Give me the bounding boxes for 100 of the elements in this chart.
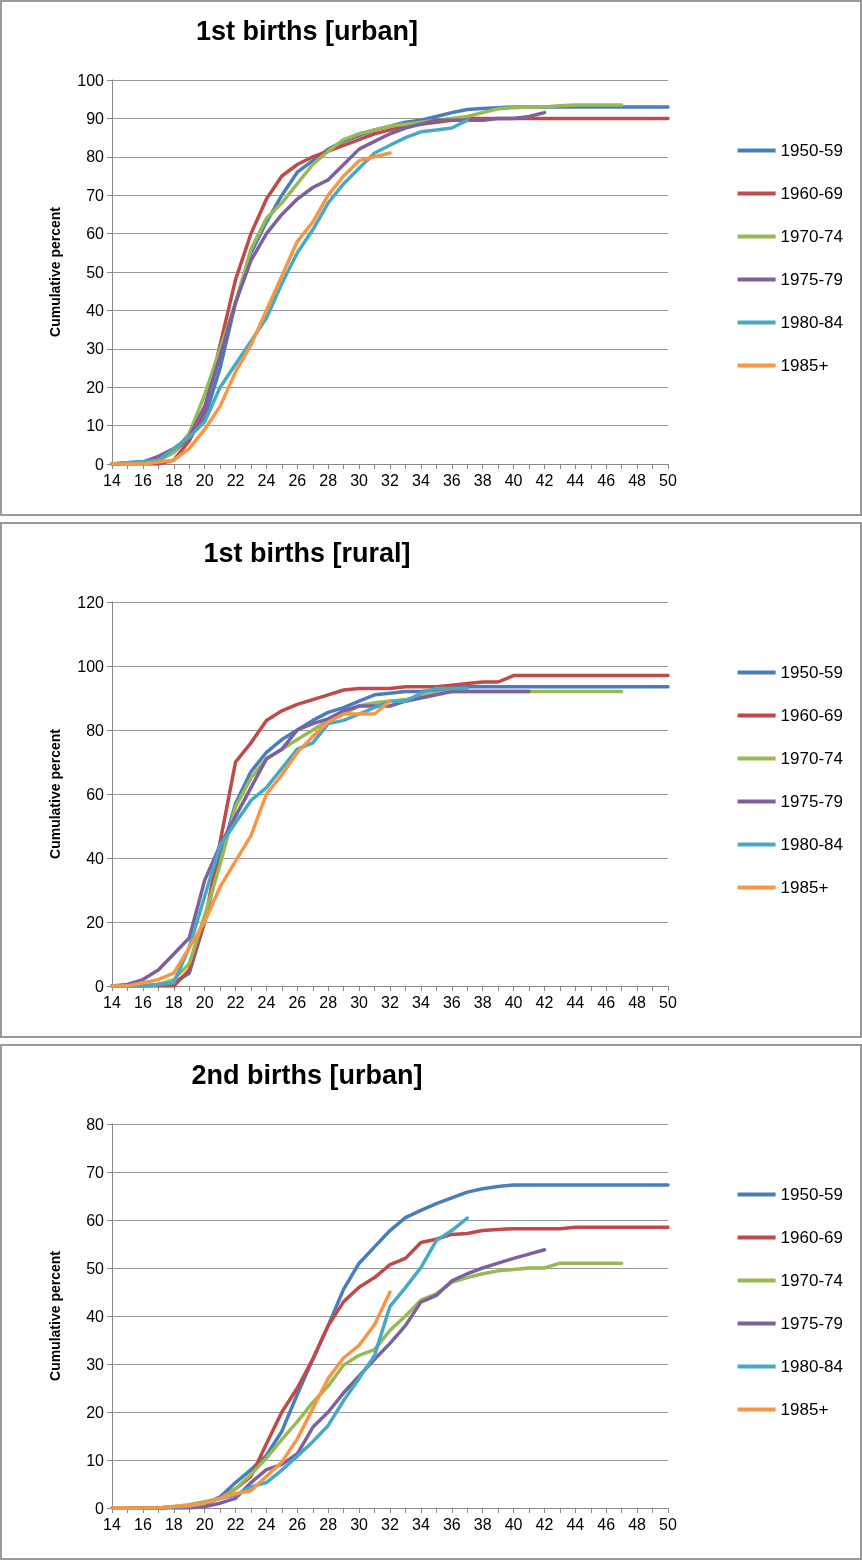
y-tick-label: 70 xyxy=(86,186,105,204)
x-tick-label: 40 xyxy=(504,993,523,1011)
legend-label: 1970-74 xyxy=(780,749,843,768)
x-tick-label: 38 xyxy=(473,471,492,489)
x-tick-label: 24 xyxy=(257,471,276,489)
y-tick-label: 10 xyxy=(86,417,105,435)
x-tick-label: 22 xyxy=(226,993,245,1011)
legend-label: 1960-69 xyxy=(780,706,843,725)
x-tick-label: 20 xyxy=(195,471,214,489)
x-tick-label: 16 xyxy=(133,1515,152,1533)
x-tick-label: 44 xyxy=(566,471,585,489)
y-tick-label: 30 xyxy=(86,340,105,358)
x-tick-label: 44 xyxy=(566,993,585,1011)
x-tick-label: 32 xyxy=(381,1515,399,1533)
chart-title: 2nd births [urban] xyxy=(191,1059,423,1090)
y-tick-label: 0 xyxy=(95,1499,105,1517)
legend-label: 1975-79 xyxy=(780,792,843,811)
legend-label: 1975-79 xyxy=(780,270,843,289)
y-tick-label: 40 xyxy=(86,1307,105,1325)
x-tick-label: 24 xyxy=(257,1515,276,1533)
x-tick-label: 28 xyxy=(319,993,338,1011)
x-tick-label: 20 xyxy=(195,1515,214,1533)
y-tick-label: 90 xyxy=(86,109,105,127)
y-tick-label: 80 xyxy=(86,1115,105,1133)
y-tick-label: 20 xyxy=(86,913,105,931)
x-tick-label: 18 xyxy=(164,1515,183,1533)
x-tick-label: 30 xyxy=(350,471,369,489)
legend-label: 1975-79 xyxy=(780,1314,843,1333)
legend-label: 1980-84 xyxy=(780,835,843,854)
y-tick-label: 30 xyxy=(86,1355,105,1373)
x-tick-label: 30 xyxy=(350,993,369,1011)
y-tick-label: 80 xyxy=(86,148,105,166)
x-tick-label: 38 xyxy=(473,1515,492,1533)
y-tick-label: 10 xyxy=(86,1451,105,1469)
x-tick-label: 24 xyxy=(257,993,276,1011)
x-tick-label: 16 xyxy=(133,993,152,1011)
y-tick-label: 40 xyxy=(86,849,105,867)
x-tick-label: 36 xyxy=(442,993,461,1011)
y-axis-title: Cumulative percent xyxy=(47,728,63,859)
x-tick-label: 50 xyxy=(659,993,677,1011)
x-tick-label: 28 xyxy=(319,1515,338,1533)
y-tick-label: 40 xyxy=(86,301,105,319)
x-tick-label: 36 xyxy=(442,1515,461,1533)
legend-label: 1960-69 xyxy=(780,184,843,203)
x-tick-label: 50 xyxy=(659,1515,677,1533)
y-tick-label: 50 xyxy=(86,1259,105,1277)
x-tick-label: 48 xyxy=(628,1515,647,1533)
line-series xyxy=(110,1290,392,1510)
x-tick-label: 28 xyxy=(319,471,338,489)
y-axis-title: Cumulative percent xyxy=(47,206,63,337)
y-tick-label: 80 xyxy=(86,721,105,739)
legend-label: 1960-69 xyxy=(780,1228,843,1247)
y-tick-label: 120 xyxy=(77,593,105,611)
x-tick-label: 34 xyxy=(411,993,430,1011)
x-tick-label: 32 xyxy=(381,993,399,1011)
x-tick-label: 18 xyxy=(164,471,183,489)
y-tick-label: 20 xyxy=(86,378,105,396)
x-tick-label: 40 xyxy=(504,1515,523,1533)
x-tick-label: 34 xyxy=(411,1515,430,1533)
legend-label: 1950-59 xyxy=(780,1185,843,1204)
x-tick-label: 30 xyxy=(350,1515,369,1533)
x-tick-label: 46 xyxy=(597,471,616,489)
legend-label: 1980-84 xyxy=(780,1357,843,1376)
x-tick-label: 26 xyxy=(288,993,307,1011)
x-tick-label: 22 xyxy=(226,471,245,489)
x-tick-label: 18 xyxy=(164,993,183,1011)
x-tick-label: 46 xyxy=(597,1515,616,1533)
y-tick-label: 100 xyxy=(77,71,105,89)
y-tick-label: 60 xyxy=(86,1211,105,1229)
y-tick-label: 0 xyxy=(95,977,105,995)
x-tick-label: 22 xyxy=(226,1515,245,1533)
x-tick-label: 50 xyxy=(659,471,677,489)
y-tick-label: 100 xyxy=(77,657,105,675)
x-tick-label: 42 xyxy=(535,471,554,489)
chart-title: 1st births [urban] xyxy=(195,15,419,46)
line-series xyxy=(110,151,392,466)
legend-label: 1985+ xyxy=(780,356,829,375)
legend-label: 1985+ xyxy=(780,1400,829,1419)
legend-label: 1985+ xyxy=(780,878,829,897)
x-tick-label: 38 xyxy=(473,993,492,1011)
x-tick-label: 48 xyxy=(628,993,647,1011)
legend-label: 1970-74 xyxy=(780,1271,843,1290)
x-tick-label: 34 xyxy=(411,471,430,489)
x-tick-label: 14 xyxy=(103,471,121,489)
x-tick-label: 26 xyxy=(288,1515,307,1533)
x-tick-label: 40 xyxy=(504,471,523,489)
x-tick-label: 16 xyxy=(133,471,152,489)
y-tick-label: 60 xyxy=(86,225,105,243)
y-tick-label: 70 xyxy=(86,1163,105,1181)
x-tick-label: 26 xyxy=(288,471,307,489)
y-tick-label: 50 xyxy=(86,263,105,281)
x-tick-label: 44 xyxy=(566,1515,585,1533)
x-tick-label: 36 xyxy=(442,471,461,489)
x-tick-label: 48 xyxy=(628,471,647,489)
legend-label: 1950-59 xyxy=(780,663,843,682)
y-tick-label: 0 xyxy=(95,455,105,473)
x-tick-label: 14 xyxy=(103,993,121,1011)
x-tick-label: 32 xyxy=(381,471,399,489)
x-tick-label: 42 xyxy=(535,993,554,1011)
y-axis-title: Cumulative percent xyxy=(47,1250,63,1381)
